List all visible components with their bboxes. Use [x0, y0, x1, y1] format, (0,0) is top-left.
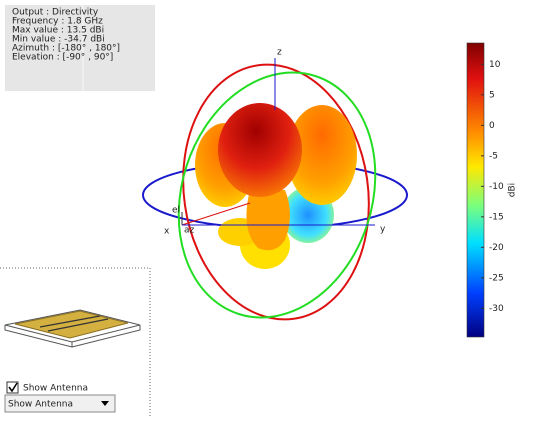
info-panel — [5, 5, 155, 91]
pattern-lobe — [218, 103, 302, 197]
pattern-lobe — [246, 190, 290, 251]
colorbar — [466, 42, 485, 338]
colorbar-tick-label: -30 — [489, 304, 504, 314]
info-line: Output : Directivity — [12, 8, 99, 18]
elevation-ring — [177, 71, 377, 319]
dropdown[interactable] — [4, 394, 116, 413]
antenna-frame — [0, 267, 151, 418]
colorbar-tick-label: 0 — [489, 121, 495, 131]
checkbox[interactable] — [6, 381, 19, 394]
colorbar-tick-label: -15 — [489, 212, 504, 222]
pattern-lobe — [287, 105, 357, 205]
dropdown-value[interactable]: Show Antenna — [8, 400, 73, 410]
axis-label: x — [164, 227, 170, 237]
axis-label: z — [277, 48, 282, 58]
checkbox-label[interactable]: Show Antenna — [23, 384, 88, 394]
axis-label: y — [380, 225, 386, 235]
antenna-feed — [39, 315, 109, 332]
colorbar-tick-label: -5 — [489, 151, 498, 161]
axis-label: az — [184, 226, 195, 236]
colorbar-tick-label: 5 — [489, 90, 495, 100]
elevation-ring — [182, 63, 370, 321]
axis-label: el — [172, 206, 180, 216]
colorbar-label: dBi — [508, 183, 518, 197]
x-axis — [181, 202, 251, 226]
info-line: Max value : 13.5 dBi — [12, 26, 104, 36]
colorbar-tick-label: 10 — [489, 60, 501, 70]
info-line: Elevation : [-90° , 90°] — [12, 53, 113, 63]
info-line: Frequency : 1.8 GHz — [12, 17, 103, 27]
colorbar-tick-label: -20 — [489, 243, 504, 253]
info-line: Min value : -34.7 dBi — [12, 35, 105, 45]
colorbar-tick-label: -25 — [489, 273, 504, 283]
info-line: Azimuth : [-180° , 180°] — [12, 44, 120, 54]
colorbar-tick-label: -10 — [489, 182, 504, 192]
antenna-patch — [14, 310, 129, 339]
antenna-edge — [4, 325, 141, 348]
